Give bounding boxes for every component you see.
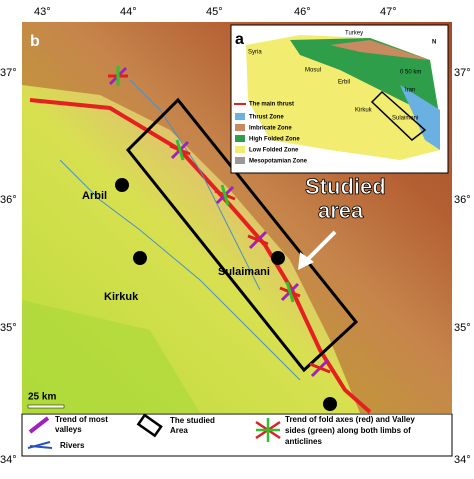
city-dot <box>271 251 285 265</box>
zone <box>330 40 430 60</box>
city-dot <box>115 178 129 192</box>
city-label: Sulaimani <box>218 266 270 278</box>
coordinates: 43° 44° 45° 46° 47° 37° 36° 35° 34° 37° … <box>0 6 471 466</box>
fold-markers <box>108 66 331 378</box>
legend-text: Trend of most <box>55 415 108 424</box>
legend-text: anticlines <box>285 437 322 446</box>
legend-icon <box>27 441 53 449</box>
scale-bar <box>27 404 65 409</box>
inset-city: Mosul <box>305 68 321 74</box>
legend-text: sides (green) along both limbs of <box>285 426 411 435</box>
legend: Trend of most valleys The studied Area T… <box>21 413 453 457</box>
panel-label: a <box>235 31 244 48</box>
coord-label: 46° <box>294 6 311 18</box>
legend-icon <box>28 416 50 434</box>
river <box>129 79 261 291</box>
inset-scale: 0 50 km <box>400 70 421 76</box>
country: Syria <box>248 50 262 56</box>
plain <box>22 300 200 413</box>
legend-text: High Folded Zone <box>249 137 300 143</box>
arrow-head <box>298 252 314 270</box>
city-dot <box>133 251 147 265</box>
city-label: Arbil <box>82 190 107 202</box>
legend-text: Imbricate Zone <box>249 126 292 132</box>
legend-swatch <box>235 124 245 131</box>
coord-label: 36° <box>454 194 471 206</box>
legend-swatch <box>235 135 245 142</box>
legend-swatch <box>235 157 245 164</box>
inset: a Turkey Syria Iran Mosul Erbil Kirkuk S… <box>230 24 449 174</box>
legend-text: The studied <box>170 416 215 425</box>
legend-text: valleys <box>55 425 82 434</box>
legend-frame <box>21 413 453 457</box>
legend-text: Thrust Zone <box>249 115 284 121</box>
legend-text: Area <box>170 426 188 435</box>
coord-label: 43° <box>34 6 51 18</box>
scale-label: 25 km <box>28 392 56 403</box>
coord-label: 35° <box>0 322 17 334</box>
main-thrust <box>29 98 372 414</box>
coord-label: 45° <box>206 6 223 18</box>
country: Turkey <box>345 31 363 37</box>
legend-swatch <box>235 113 245 120</box>
coord-label: 37° <box>0 67 17 79</box>
inset-city: Erbil <box>338 80 350 86</box>
studied-area-box <box>125 97 359 373</box>
legend-text: Trend of fold axes (red) and Valley <box>285 415 415 424</box>
river <box>59 159 301 381</box>
legend-swatch <box>235 146 245 153</box>
city-dot <box>323 397 337 411</box>
coord-label: 35° <box>454 322 471 334</box>
city-label: Kirkuk <box>104 291 139 303</box>
inset-city: Sulaimani <box>392 116 418 122</box>
inset-box <box>370 90 427 141</box>
legend-text: Low Folded Zone <box>249 148 299 154</box>
label-line: Studied <box>305 174 386 199</box>
coord-label: 37° <box>454 67 471 79</box>
coord-label: 44° <box>120 6 137 18</box>
coord-label: 36° <box>0 194 17 206</box>
country: Iran <box>405 88 415 94</box>
studied-area-label: Studied area <box>305 173 386 223</box>
zone <box>400 85 440 150</box>
legend-icon <box>255 418 281 442</box>
panel-label: b <box>30 33 40 50</box>
legend-text: Mesopotamian Zone <box>249 159 308 165</box>
legend-text: Rivers <box>60 441 85 450</box>
coord-label: 34° <box>0 454 17 466</box>
coord-label: 34° <box>454 454 471 466</box>
inset-legend: The main thrust Thrust Zone Imbricate Zo… <box>234 102 308 165</box>
inset-city: Kirkuk <box>355 108 373 114</box>
north: N <box>432 40 436 46</box>
label-line: area <box>318 198 364 223</box>
arrow <box>303 230 337 264</box>
zone <box>290 38 440 120</box>
legend-icon <box>136 413 163 438</box>
legend-text: The main thrust <box>249 102 294 108</box>
coord-label: 47° <box>380 6 397 18</box>
